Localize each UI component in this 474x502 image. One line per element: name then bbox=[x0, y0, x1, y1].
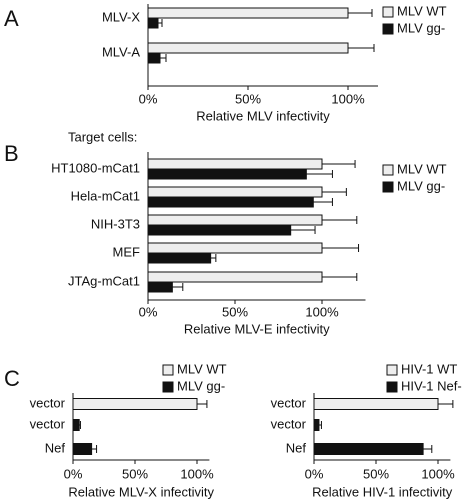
annotation: Target cells: bbox=[68, 129, 137, 144]
legend-swatch bbox=[162, 381, 174, 393]
x-tick-label: 0% bbox=[139, 91, 158, 106]
x-tick-label: 0% bbox=[64, 466, 83, 481]
bar bbox=[313, 443, 424, 455]
y-tick-label: MLV-A bbox=[102, 44, 140, 59]
bar bbox=[147, 224, 292, 236]
legend-label: MLV WT bbox=[177, 361, 227, 376]
panel-label: B bbox=[4, 141, 19, 166]
x-axis-label: Relative MLV-X infectivity bbox=[68, 484, 214, 499]
x-tick-label: 100% bbox=[305, 304, 339, 319]
bar bbox=[313, 419, 320, 431]
x-tick-label: 0% bbox=[139, 304, 158, 319]
legend-swatch bbox=[382, 181, 394, 193]
legend-swatch bbox=[386, 364, 398, 376]
bar bbox=[72, 443, 93, 455]
y-tick-label: NIH-3T3 bbox=[91, 216, 140, 231]
y-tick-label: vector bbox=[30, 395, 66, 410]
x-tick-label: 50% bbox=[222, 304, 248, 319]
legend-swatch bbox=[382, 23, 394, 35]
x-tick-label: 50% bbox=[363, 466, 389, 481]
legend-label: HIV-1 Nef- bbox=[401, 378, 462, 393]
y-tick-label: vector bbox=[30, 416, 66, 431]
bar bbox=[147, 214, 323, 226]
bar bbox=[147, 186, 323, 198]
x-axis-label: Relative HIV-1 infectivity bbox=[312, 484, 453, 499]
bar bbox=[147, 168, 307, 180]
legend-label: MLV gg- bbox=[177, 378, 225, 393]
y-tick-label: vector bbox=[271, 395, 307, 410]
bar bbox=[147, 252, 212, 264]
panel-label: A bbox=[4, 6, 19, 31]
bar bbox=[147, 42, 349, 54]
bar bbox=[147, 281, 173, 293]
legend-label: MLV WT bbox=[397, 161, 447, 176]
legend-label: MLV gg- bbox=[397, 178, 445, 193]
y-tick-label: MLV-X bbox=[102, 9, 140, 24]
x-tick-label: 0% bbox=[305, 466, 324, 481]
bar bbox=[147, 7, 349, 19]
bar bbox=[147, 271, 323, 283]
bar bbox=[72, 398, 198, 410]
legend-label: HIV-1 WT bbox=[401, 361, 457, 376]
x-tick-label: 50% bbox=[122, 466, 148, 481]
y-tick-label: JTAg-mCat1 bbox=[68, 273, 140, 288]
x-axis-label: Relative MLV infectivity bbox=[196, 108, 330, 123]
x-tick-label: 100% bbox=[421, 466, 455, 481]
legend-label: MLV gg- bbox=[397, 20, 445, 35]
legend-swatch bbox=[162, 364, 174, 376]
y-tick-label: Nef bbox=[286, 440, 307, 455]
y-tick-label: Hela-mCat1 bbox=[71, 188, 140, 203]
legend-swatch bbox=[382, 164, 394, 176]
legend-swatch bbox=[382, 6, 394, 18]
panel-label: C bbox=[4, 366, 20, 391]
y-tick-label: HT1080-mCat1 bbox=[51, 160, 140, 175]
x-tick-label: 100% bbox=[180, 466, 214, 481]
y-tick-label: MEF bbox=[113, 244, 141, 259]
bar bbox=[72, 419, 80, 431]
y-tick-label: vector bbox=[271, 416, 307, 431]
x-axis-label: Relative MLV-E infectivity bbox=[184, 321, 330, 336]
bar bbox=[147, 17, 159, 29]
bar bbox=[313, 398, 439, 410]
legend-swatch bbox=[386, 381, 398, 393]
bar bbox=[147, 52, 161, 64]
bar bbox=[147, 196, 314, 208]
x-tick-label: 50% bbox=[235, 91, 261, 106]
legend-label: MLV WT bbox=[397, 3, 447, 18]
y-tick-label: Nef bbox=[45, 440, 66, 455]
bar bbox=[147, 242, 323, 254]
bar bbox=[147, 158, 323, 170]
x-tick-label: 100% bbox=[331, 91, 365, 106]
